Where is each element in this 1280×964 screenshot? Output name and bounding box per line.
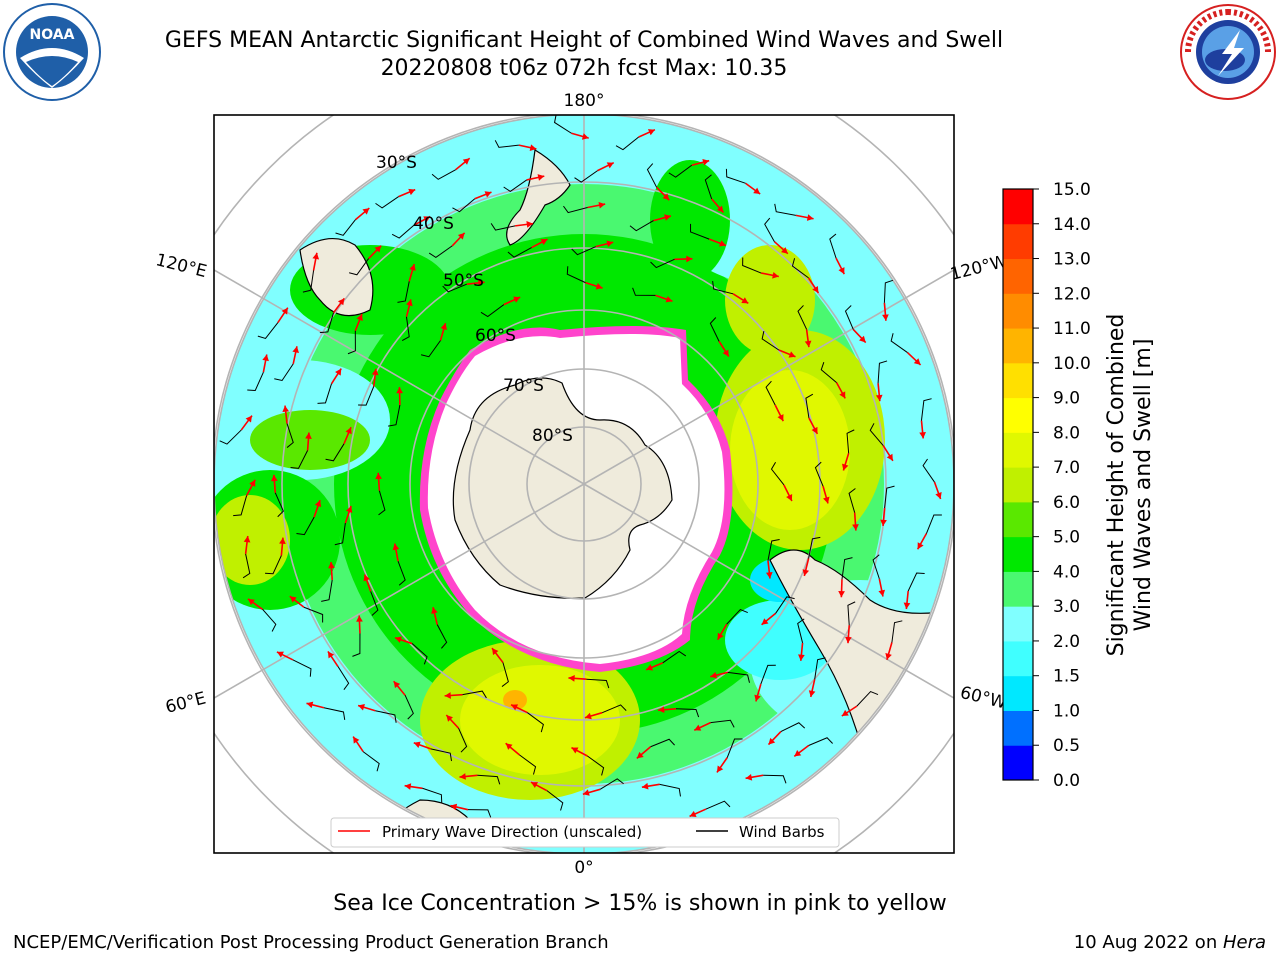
colorbar-cell (1003, 189, 1033, 224)
colorbar-tick-label: 14.0 (1053, 215, 1091, 235)
lon-label-60w: 60°W (958, 683, 1009, 714)
colorbar-label-line1: Significant Height of Combined (1104, 314, 1129, 657)
colorbar-tick-label: 0.5 (1053, 736, 1080, 756)
colorbar-tick-label: 7.0 (1053, 458, 1080, 478)
lon-label-120w: 120°W (948, 251, 1009, 284)
lon-label-60e: 60°E (164, 689, 208, 718)
colorbar-cell (1003, 502, 1033, 537)
colorbar-tick-label: 8.0 (1053, 423, 1080, 443)
colorbar-cell (1003, 224, 1033, 259)
colorbar-tick-label: 13.0 (1053, 250, 1091, 270)
map-legend: Primary Wave Direction (unscaled) Wind B… (331, 818, 839, 847)
colorbar-cell (1003, 676, 1033, 711)
colorbar-tick-label: 3.0 (1053, 597, 1080, 617)
lon-label-0: 0° (574, 858, 593, 878)
wave-legend-label: Primary Wave Direction (unscaled) (382, 823, 642, 841)
colorbar-label-line2: Wind Waves and Swell [m] (1131, 339, 1156, 632)
lon-label-120e: 120°E (154, 250, 209, 282)
colorbar-tick-label: 5.0 (1053, 528, 1080, 548)
lat-label-30s: 30°S (376, 153, 417, 173)
colorbar-cell (1003, 710, 1033, 745)
colorbar-cell (1003, 398, 1033, 433)
colorbar-cell (1003, 328, 1033, 363)
colorbar-cell (1003, 537, 1033, 572)
footer-branch: NCEP/EMC/Verification Post Processing Pr… (13, 932, 609, 953)
footer-date-text: 10 Aug 2022 on (1074, 932, 1223, 953)
footer-date: 10 Aug 2022 on Hera (1074, 932, 1266, 953)
colorbar-cell (1003, 259, 1033, 294)
colorbar-cell (1003, 745, 1033, 780)
footer-system: Hera (1223, 932, 1266, 953)
lat-label-40s: 40°S (413, 214, 454, 234)
colorbar-tick-label: 6.0 (1053, 493, 1080, 513)
colorbar-tick-label: 1.0 (1053, 701, 1080, 721)
wind-legend-label: Wind Barbs (739, 823, 825, 841)
colorbar-tick-label: 4.0 (1053, 562, 1080, 582)
lat-label-70s: 70°S (503, 376, 544, 396)
colorbar-cell (1003, 363, 1033, 398)
lat-label-50s: 50°S (443, 271, 484, 291)
colorbar-cell (1003, 641, 1033, 676)
colorbar-tick-label: 9.0 (1053, 389, 1080, 409)
lat-label-80s: 80°S (532, 426, 573, 446)
lat-label-60s: 60°S (475, 326, 516, 346)
lon-label-180: 180° (564, 91, 605, 111)
colorbar-tick-label: 10.0 (1053, 354, 1091, 374)
colorbar-tick-label: 2.0 (1053, 632, 1080, 652)
colorbar-tick-label: 11.0 (1053, 319, 1091, 339)
colorbar-cell (1003, 606, 1033, 641)
colorbar: 0.0 0.5 1.0 1.5 2.0 3.0 4.0 5.0 6.0 7.0 8.0 9.0 10.0… (1003, 180, 1156, 791)
colorbar-tick-label: 12.0 (1053, 284, 1091, 304)
colorbar-cell (1003, 467, 1033, 502)
colorbar-cell (1003, 293, 1033, 328)
colorbar-tick-label: 1.5 (1053, 667, 1080, 687)
sea-ice-note: Sea Ice Concentration > 15% is shown in … (0, 891, 1280, 916)
colorbar-cell (1003, 432, 1033, 467)
colorbar-tick-label: 15.0 (1053, 180, 1091, 200)
colorbar-cell (1003, 571, 1033, 606)
colorbar-tick-label: 0.0 (1053, 771, 1080, 791)
